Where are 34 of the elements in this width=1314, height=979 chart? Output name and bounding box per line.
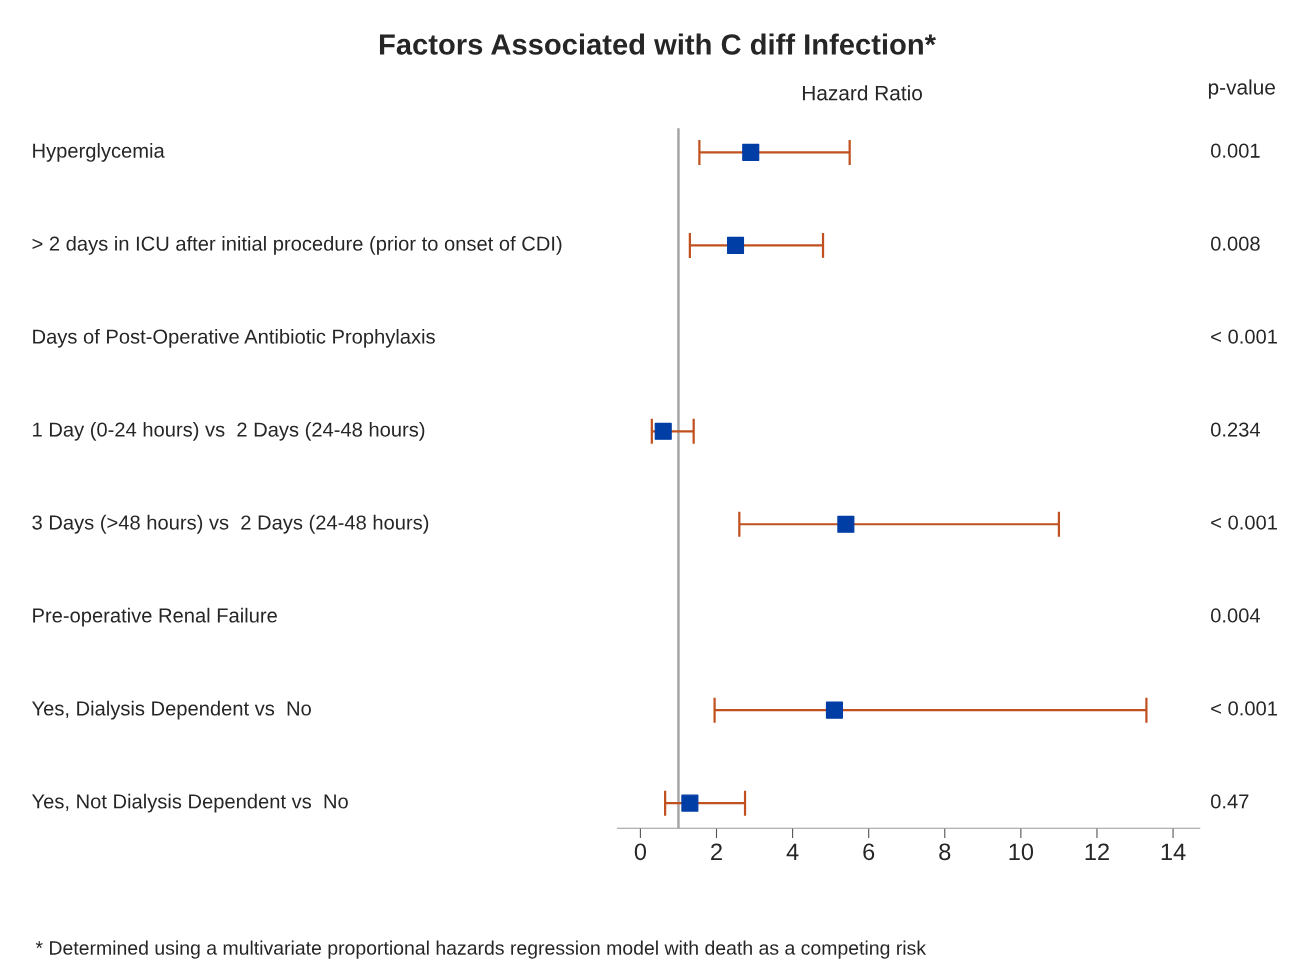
- y2-tick-label: < 0.001: [1211, 515, 1277, 530]
- y-tick-label: > 2 days in ICU after initial procedure (prior to onset of CDI): [32, 235, 562, 255]
- x-axis-title: Hazard Ratio: [802, 85, 922, 101]
- x-tick-label: 2: [711, 843, 722, 860]
- text: * Determined using a multivariate proportional hazards regression model with death as a competing risk: [35, 940, 927, 959]
- point: [825, 701, 843, 719]
- point: [654, 422, 672, 440]
- y2-tick-label: 0.008: [1210, 236, 1260, 251]
- x-tick-label: 14: [1161, 843, 1186, 860]
- y-tick-label: Pre-operative Renal Failure: [33, 607, 277, 627]
- point: [726, 236, 745, 254]
- x-tick-label: 8: [939, 843, 951, 861]
- y-tick-label: Days of Post-Operative Antibiotic Prophylaxis: [33, 328, 435, 348]
- y2-tick-label: 0.001: [1210, 143, 1260, 158]
- y2-tick-label: 0.47: [1210, 794, 1249, 809]
- x-tick-label: 6: [863, 843, 875, 861]
- y-tick-label: Hyperglycemia: [33, 143, 165, 162]
- y2-axis-title: p-value: [1208, 79, 1275, 99]
- y2-tick-label: 0.234: [1210, 422, 1260, 437]
- y2-tick-label: < 0.001: [1211, 329, 1277, 344]
- x-tick-label: 4: [786, 843, 799, 860]
- point: [837, 515, 855, 533]
- x-tick-label: 0: [634, 843, 647, 861]
- point: [742, 143, 760, 161]
- point: [681, 794, 699, 812]
- y-tick-label: Yes, Dialysis Dependent vs No: [31, 700, 311, 720]
- x-tick-label: 12: [1085, 843, 1109, 860]
- y2-tick-label: < 0.001: [1211, 701, 1277, 716]
- y-tick-label: 1 Day (0-24 hours) vs 2 Days (24-48 hours): [33, 421, 425, 441]
- x-tick-label: 10: [1009, 843, 1034, 861]
- chart-title: Factors Associated with C diff Infection*: [379, 33, 936, 55]
- y-tick-label: Yes, Not Dialysis Dependent vs No: [31, 793, 348, 813]
- y-tick-label: 3 Days (>48 hours) vs 2 Days (24-48 hours): [32, 514, 429, 534]
- y2-tick-label: 0.004: [1210, 608, 1260, 623]
